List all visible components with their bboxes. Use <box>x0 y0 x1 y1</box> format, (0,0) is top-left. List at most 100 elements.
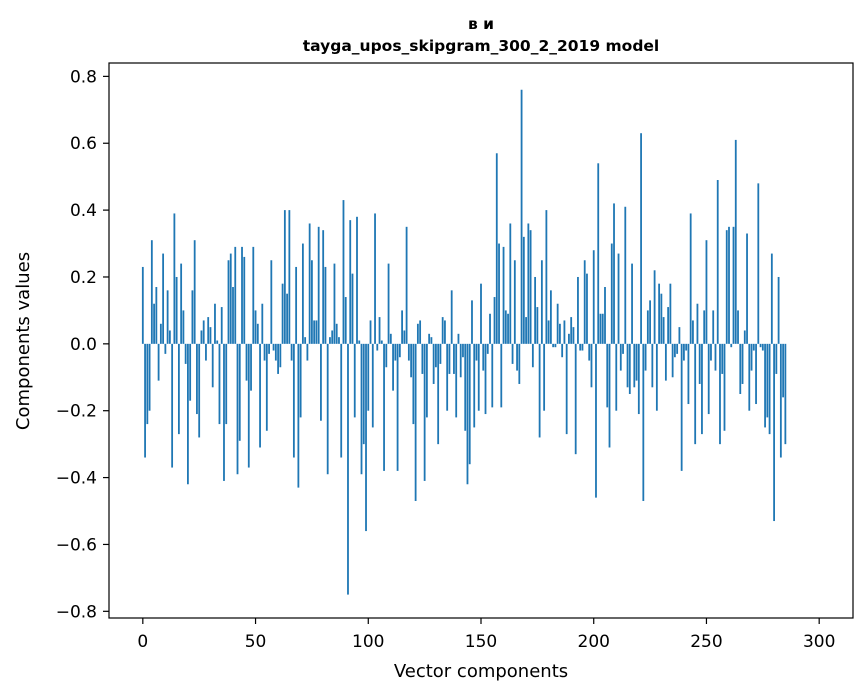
bar-198 <box>588 343 591 361</box>
bar-236 <box>673 343 676 358</box>
bar-153 <box>486 343 489 354</box>
bar-226 <box>651 343 654 388</box>
bar-194 <box>579 343 582 351</box>
bar-60 <box>277 343 279 374</box>
bar-266 <box>741 343 744 384</box>
y-tick-label-0: −0.8 <box>56 602 97 622</box>
bar-221 <box>640 133 642 344</box>
bar-231 <box>662 317 665 344</box>
bar-249 <box>703 310 706 344</box>
bar-202 <box>597 163 600 344</box>
bar-84 <box>331 330 334 344</box>
bar-130 <box>435 343 437 368</box>
y-axis-label: Components values <box>13 252 34 430</box>
bar-55 <box>265 343 268 431</box>
bar-16 <box>177 343 180 435</box>
bar-80 <box>322 230 325 344</box>
bar-63 <box>283 210 286 344</box>
bar-96 <box>358 340 361 344</box>
bar-140 <box>457 333 460 344</box>
bar-184 <box>556 303 559 344</box>
bar-38 <box>227 260 230 344</box>
bar-232 <box>664 343 667 381</box>
bar-110 <box>389 333 392 344</box>
bar-132 <box>439 343 442 364</box>
bar-255 <box>716 180 719 344</box>
bar-121 <box>414 343 417 501</box>
bar-154 <box>489 313 491 344</box>
bar-45 <box>243 256 246 344</box>
bar-117 <box>405 226 408 344</box>
bar-280 <box>773 343 775 522</box>
x-tick-label-5: 250 <box>690 632 722 652</box>
bar-169 <box>522 236 525 344</box>
bar-200 <box>592 250 595 344</box>
bar-91 <box>347 343 349 595</box>
bar-90 <box>344 297 347 344</box>
bar-129 <box>432 343 435 384</box>
bar-269 <box>748 343 751 411</box>
bar-106 <box>380 340 383 344</box>
bar-157 <box>495 153 498 344</box>
bar-170 <box>525 317 527 344</box>
bar-101 <box>369 320 372 344</box>
bar-177 <box>540 260 543 344</box>
bar-24 <box>196 343 198 415</box>
bar-252 <box>710 343 712 361</box>
bar-162 <box>507 313 509 344</box>
bar-22 <box>191 290 194 344</box>
bar-27 <box>202 320 205 344</box>
y-axis-ticks: −0.8 −0.6 −0.4 −0.2 0.0 0.2 0.4 0.6 0.8 <box>56 67 109 622</box>
bar-93 <box>351 273 354 344</box>
bar-183 <box>554 343 557 348</box>
bar-254 <box>714 343 717 371</box>
bar-240 <box>683 343 685 361</box>
bar-222 <box>642 343 645 501</box>
bar-233 <box>667 307 670 344</box>
bar-161 <box>504 310 507 344</box>
bar-114 <box>398 343 401 358</box>
bar-34 <box>218 343 221 425</box>
y-tick-label-4: 0.0 <box>70 335 97 355</box>
bar-50 <box>254 310 257 344</box>
bar-176 <box>538 343 541 438</box>
bar-172 <box>529 230 532 344</box>
x-tick-label-4: 200 <box>578 632 610 652</box>
bar-68 <box>295 266 298 344</box>
bar-247 <box>698 343 701 384</box>
bar-42 <box>236 343 239 475</box>
bar-115 <box>401 310 403 344</box>
x-axis-ticks: 0 50 100 150 200 250 300 <box>137 618 835 652</box>
bar-87 <box>338 337 340 344</box>
bar-223 <box>644 343 647 371</box>
x-tick-label-6: 300 <box>803 632 835 652</box>
bar-57 <box>270 260 273 344</box>
bar-28 <box>205 343 207 361</box>
bar-264 <box>737 310 739 344</box>
bar-235 <box>671 343 674 378</box>
bar-20 <box>187 343 189 485</box>
bar-112 <box>394 343 397 361</box>
x-axis-label: Vector components <box>394 661 568 682</box>
bar-187 <box>563 320 566 344</box>
bar-242 <box>687 343 690 405</box>
bar-148 <box>475 343 478 361</box>
bar-159 <box>500 343 503 408</box>
bar-239 <box>680 343 683 471</box>
bar-258 <box>723 343 726 431</box>
bars-group <box>141 89 787 595</box>
bar-32 <box>214 303 216 344</box>
bar-283 <box>779 343 782 458</box>
bar-228 <box>655 343 658 411</box>
bar-193 <box>577 276 579 344</box>
bar-262 <box>732 226 735 344</box>
bar-64 <box>286 293 289 344</box>
bar-44 <box>241 246 243 344</box>
bar-145 <box>468 343 471 465</box>
bar-83 <box>329 337 331 344</box>
bar-0 <box>141 266 144 344</box>
bar-259 <box>725 230 728 344</box>
bar-205 <box>604 287 606 344</box>
bar-7 <box>157 343 160 381</box>
